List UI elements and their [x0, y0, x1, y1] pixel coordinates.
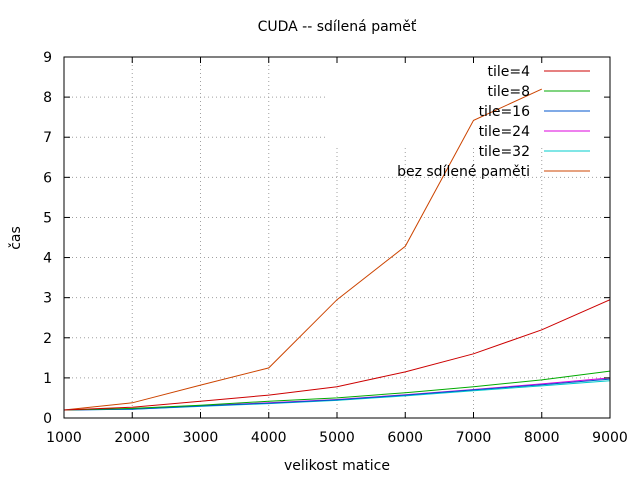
x-tick-label: 9000 — [592, 430, 628, 446]
y-tick-label: 5 — [43, 210, 52, 226]
legend-label: tile=8 — [487, 84, 530, 100]
series-line-tile-24 — [64, 377, 610, 411]
y-tick-label: 8 — [43, 90, 52, 106]
y-tick-label: 4 — [43, 251, 52, 267]
y-tick-label: 7 — [43, 130, 52, 146]
grid — [64, 57, 610, 418]
axis-ticks: 1000 2000 3000 4000 5000 6000 7000 8000 9000 0 1 2 3… — [43, 50, 628, 446]
y-tick-label: 2 — [43, 331, 52, 347]
x-tick-label: 3000 — [183, 430, 219, 446]
series-line-bez-sd-len-pam-ti — [64, 88, 543, 411]
series-line-tile-8 — [64, 370, 610, 411]
y-axis-label: čas — [8, 226, 24, 250]
x-axis-label: velikost matice — [284, 458, 390, 474]
legend: tile=4 tile=8 tile=16 tile=24 tile=32 bez sdí… — [397, 64, 590, 180]
x-tick-label: 7000 — [456, 430, 492, 446]
x-tick-label: 5000 — [319, 430, 355, 446]
y-tick-label: 1 — [43, 371, 52, 387]
legend-label: tile=4 — [487, 64, 530, 80]
series-lines — [64, 88, 610, 411]
x-tick-label: 6000 — [387, 430, 423, 446]
y-tick-label: 0 — [43, 411, 52, 427]
legend-label: tile=32 — [479, 144, 530, 160]
series-line-tile-16 — [64, 378, 610, 411]
x-tick-label: 1000 — [46, 430, 82, 446]
series-line-tile-4 — [64, 299, 610, 411]
x-tick-label: 2000 — [114, 430, 150, 446]
chart-title: CUDA -- sdílená paměť — [258, 19, 417, 35]
y-tick-label: 3 — [43, 291, 52, 307]
x-tick-label: 4000 — [251, 430, 287, 446]
legend-label: tile=24 — [479, 124, 531, 140]
y-tick-label: 6 — [43, 170, 52, 186]
x-tick-label: 8000 — [524, 430, 560, 446]
y-tick-label: 9 — [43, 50, 52, 66]
legend-label: tile=16 — [479, 104, 531, 120]
legend-label: bez sdílené paměti — [397, 164, 530, 180]
